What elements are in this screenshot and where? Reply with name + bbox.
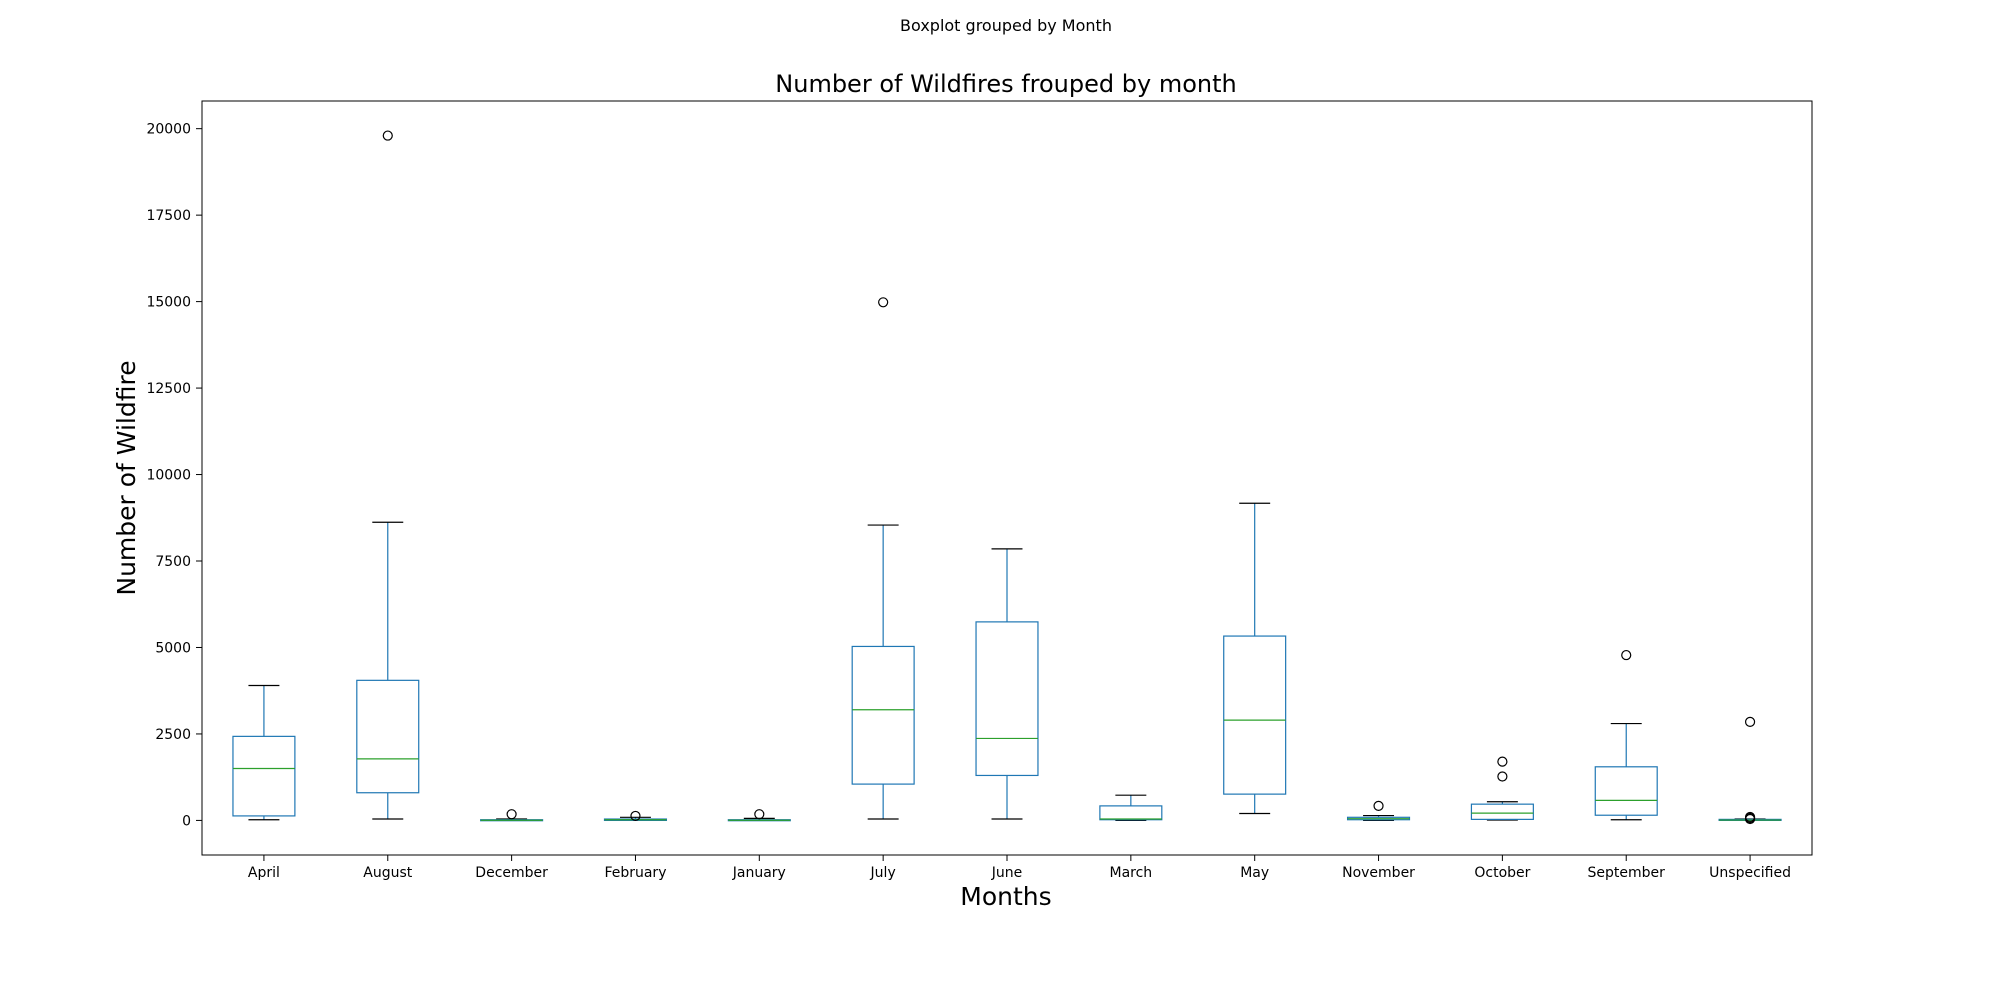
x-axis-label: Months: [960, 882, 1051, 911]
box-may: [1223, 502, 1287, 815]
x-tick-label: Unspecified: [1709, 865, 1791, 881]
y-tick-label: 10000: [146, 468, 191, 484]
box-december: [480, 809, 544, 822]
iqr-box: [1594, 766, 1658, 816]
y-tick-label: 12500: [146, 381, 191, 397]
x-tick-label: December: [475, 865, 548, 881]
box-september: [1594, 649, 1658, 821]
y-tick-label: 20000: [146, 122, 191, 138]
y-tick-label: 5000: [155, 640, 191, 656]
x-tick-label: October: [1474, 865, 1530, 881]
y-tick-label: 17500: [146, 208, 191, 224]
box-march: [1099, 794, 1163, 822]
box-january: [727, 809, 791, 822]
outlier-point: [1744, 811, 1756, 823]
iqr-box: [232, 735, 296, 817]
y-tick-label: 7500: [155, 554, 191, 570]
outlier-point: [506, 809, 517, 820]
outlier-point: [1744, 716, 1756, 727]
box-november: [1346, 800, 1411, 822]
x-tick-label: January: [732, 865, 786, 881]
outlier-point: [1497, 771, 1508, 782]
box-october: [1470, 756, 1534, 821]
y-tick-label: 0: [182, 813, 191, 829]
x-tick-label: May: [1240, 865, 1269, 881]
outlier-point: [1621, 649, 1632, 661]
box-unspecified: [1718, 716, 1782, 825]
iqr-box: [975, 621, 1039, 777]
box-august: [356, 130, 420, 820]
x-tick-label: March: [1110, 865, 1153, 881]
x-tick-label: September: [1588, 865, 1666, 881]
y-tick-label: 15000: [146, 295, 191, 311]
outlier-point: [1497, 756, 1508, 767]
iqr-box: [851, 645, 915, 785]
y-axis: 0 2500 5000 7500 10000 12500 15000 17500 20000: [146, 122, 202, 829]
outlier-point: [382, 130, 393, 141]
outlier-point: [1373, 800, 1384, 811]
iqr-box: [1099, 805, 1163, 821]
iqr-box: [1223, 635, 1287, 795]
plot-frame: [201, 100, 1813, 856]
outlier-point: [878, 297, 889, 308]
x-tick-label: July: [870, 865, 896, 881]
boxes-group: [232, 130, 1782, 825]
x-axis: April August December February January July Ju…: [248, 855, 1791, 881]
y-axis-label: Number of Wildfire: [112, 360, 141, 595]
x-tick-label: April: [248, 865, 280, 881]
outlier-point: [630, 810, 641, 822]
outlier-point: [754, 809, 765, 820]
x-tick-label: November: [1342, 865, 1415, 881]
x-tick-label: August: [363, 865, 413, 881]
iqr-box: [1470, 803, 1534, 820]
y-tick-label: 2500: [155, 727, 191, 743]
box-april: [232, 684, 296, 821]
box-june: [975, 548, 1039, 820]
box-july: [851, 297, 915, 820]
iqr-box: [356, 679, 420, 794]
box-february: [603, 810, 668, 822]
x-tick-label: February: [604, 865, 666, 881]
x-tick-label: June: [991, 865, 1023, 881]
chart-title: Number of Wildfires frouped by month: [775, 70, 1236, 98]
chart-suptitle: Boxplot grouped by Month: [900, 16, 1112, 35]
